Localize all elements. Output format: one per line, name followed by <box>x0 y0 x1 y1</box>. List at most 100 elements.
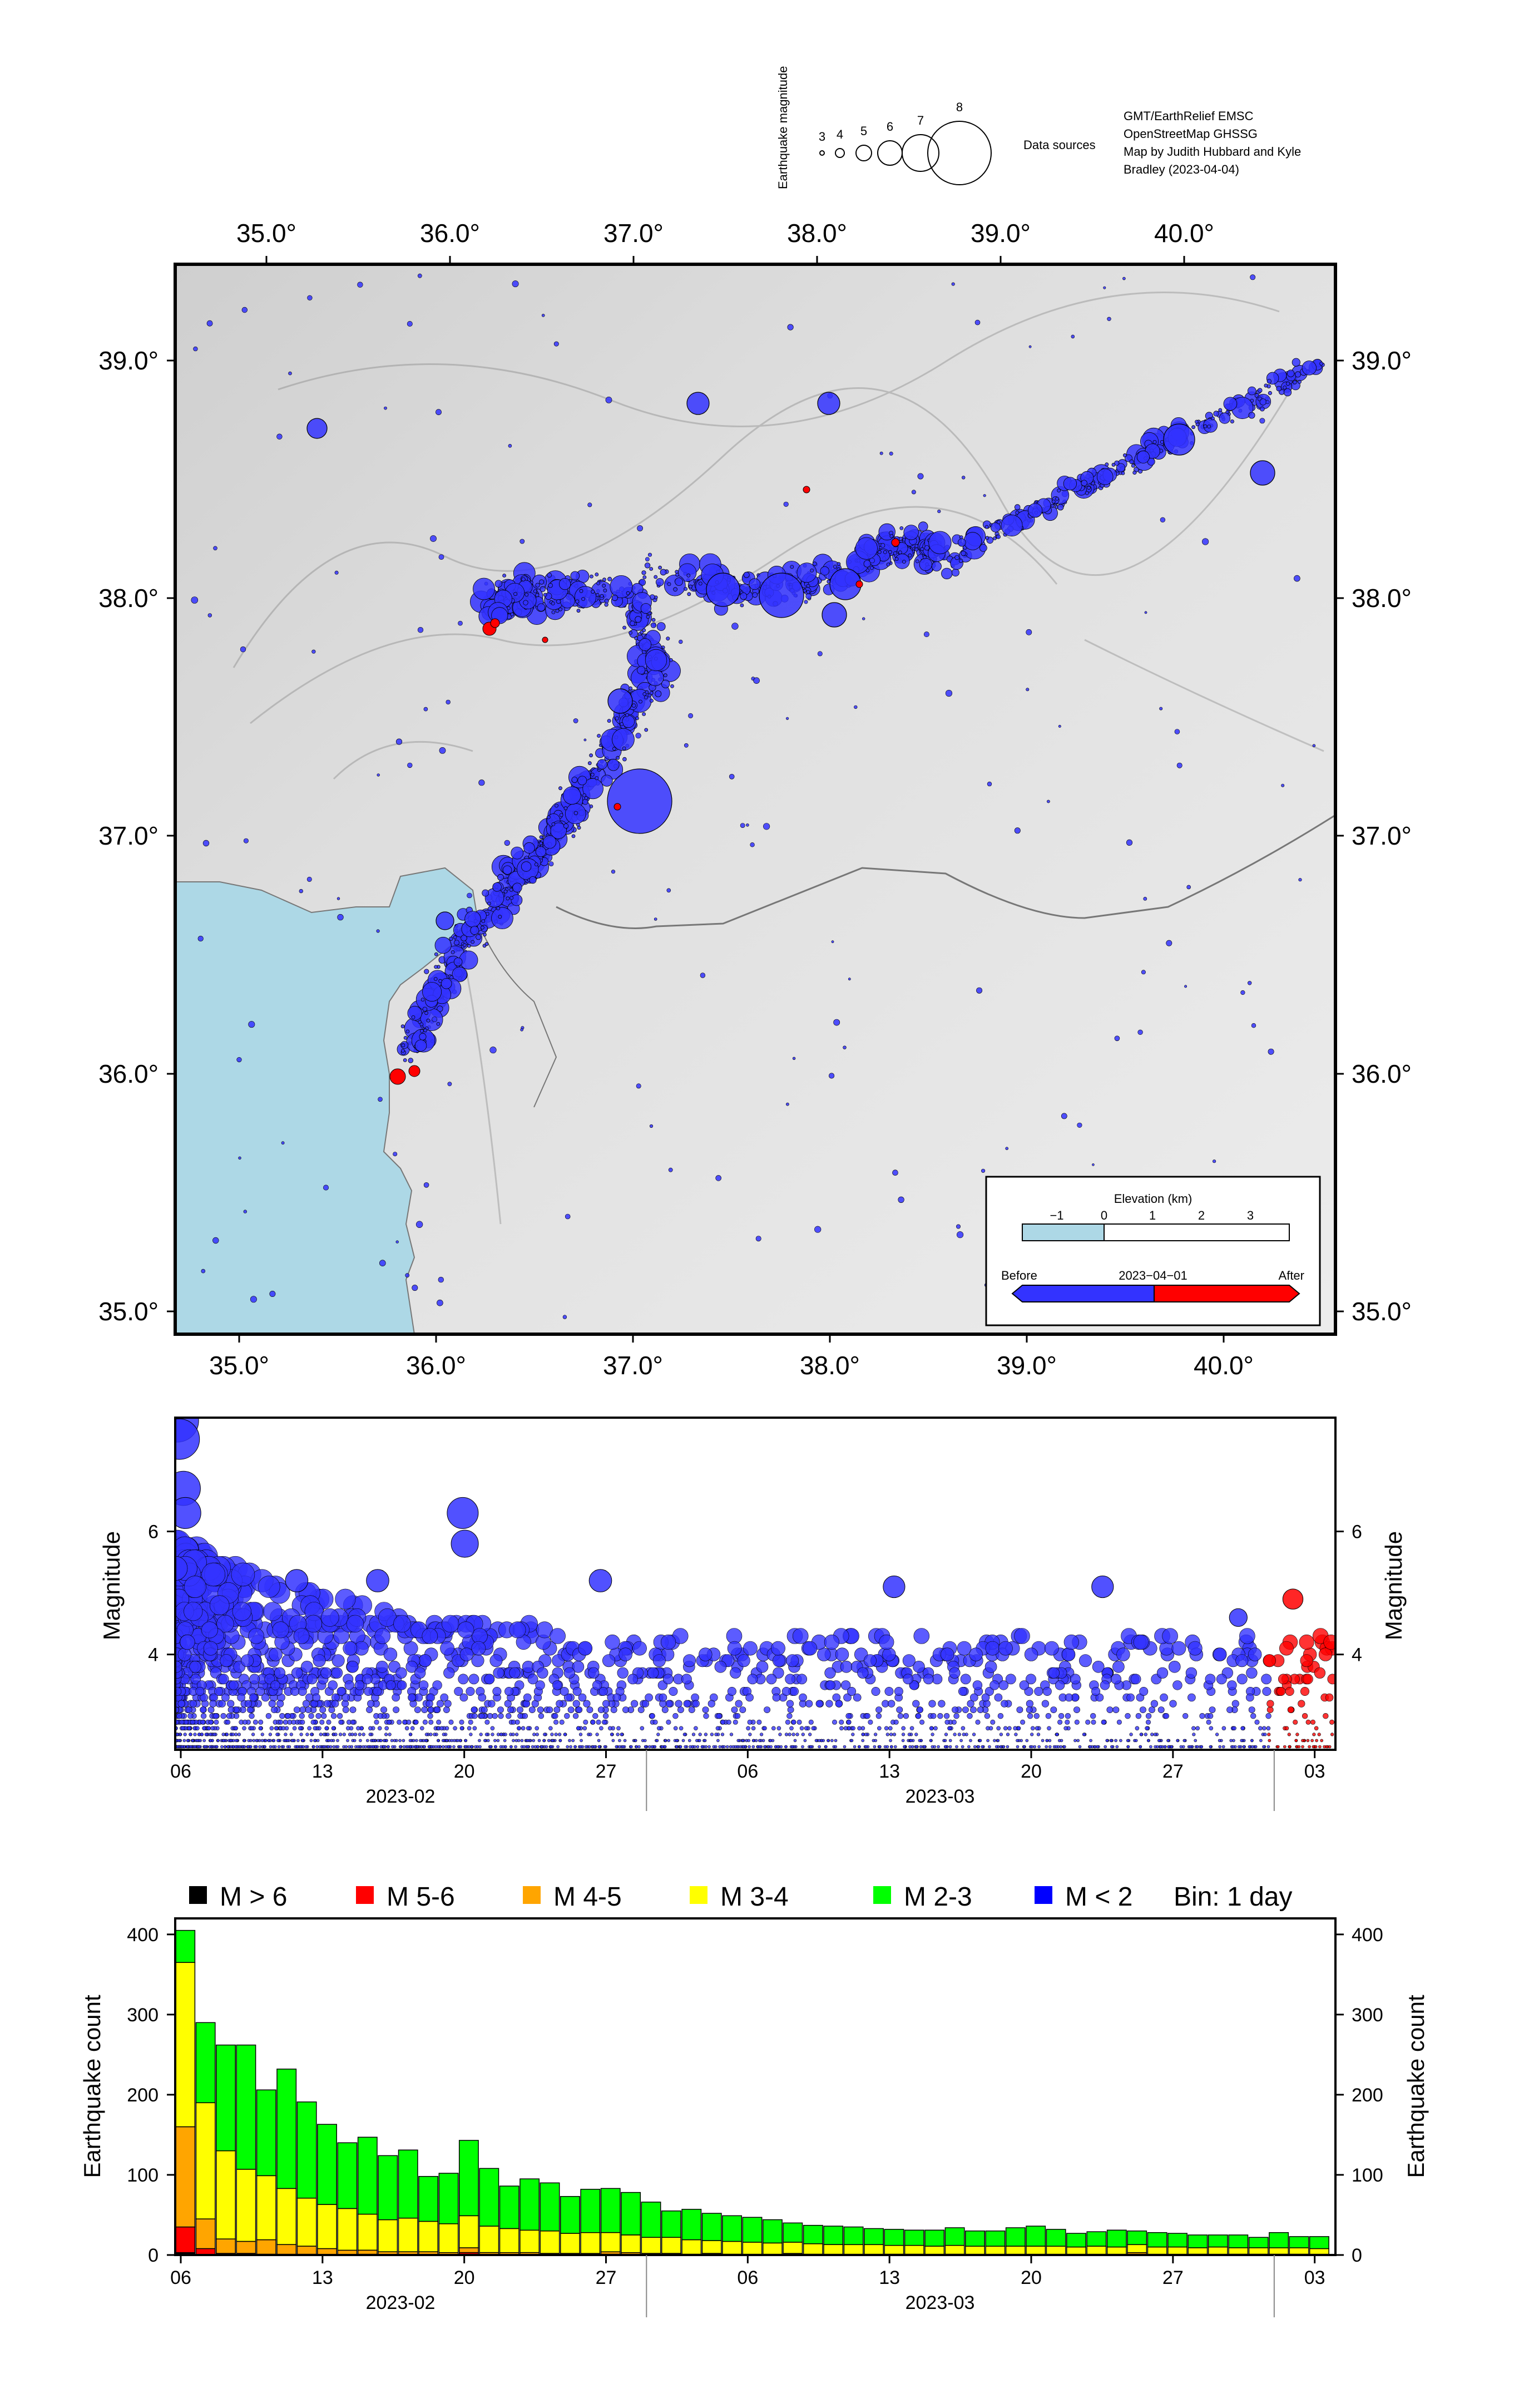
epicenter-dot <box>537 603 546 611</box>
histogram-bar-segment <box>661 2210 681 2238</box>
epicenter-dot <box>870 566 874 570</box>
epicenter-dot <box>740 823 745 828</box>
time-before-label: Before <box>1001 1269 1037 1282</box>
magnitude-dot <box>582 1726 587 1731</box>
epicenter-dot <box>503 889 508 894</box>
magnitude-dot <box>769 1745 773 1749</box>
magnitude-dot <box>208 1745 211 1749</box>
magnitude-dot <box>564 1713 570 1719</box>
magnitude-dot <box>300 1719 305 1725</box>
magnitude-dot <box>313 1654 326 1667</box>
map-right-lat-label: 37.0° <box>1352 821 1412 850</box>
epicenter-dot <box>563 806 568 811</box>
magnitude-dot <box>292 1726 297 1731</box>
epicenter-dot <box>376 929 380 933</box>
epicenter-dot <box>556 599 561 604</box>
magnitude-dot <box>258 1576 280 1598</box>
magnitude-dot <box>346 1739 349 1743</box>
magnitude-dot <box>301 1661 313 1673</box>
epicenter-dot <box>506 896 510 901</box>
histogram-xtick-label: 06 <box>170 2267 191 2288</box>
magnitude-dot <box>727 1641 742 1656</box>
magnitude-dot <box>305 1733 309 1736</box>
histogram-ytick-label-right: 200 <box>1352 2085 1383 2106</box>
magnitude-dot <box>627 1674 639 1685</box>
magnitude-dot <box>356 1745 360 1749</box>
histogram-bar-segment <box>540 2182 560 2232</box>
magnitude-dot <box>301 1745 305 1749</box>
magnitude-dot <box>888 1700 895 1708</box>
epicenter-dot <box>539 841 543 846</box>
epicenter-dot <box>945 689 953 697</box>
histogram-bar-segment <box>742 2242 763 2255</box>
magnitude-dot <box>1206 1719 1211 1725</box>
histogram-legend-label: M 2-3 <box>904 1882 972 1912</box>
magnitude-dot <box>748 1745 751 1749</box>
magnitude-dot <box>778 1733 782 1736</box>
magnitude-dot <box>748 1733 752 1736</box>
magnitude-dot <box>1111 1674 1122 1685</box>
epicenter-dot <box>752 592 758 598</box>
epicenter-dot <box>1103 286 1106 289</box>
magnitude-dot <box>1293 1719 1298 1725</box>
epicenter-dot <box>1014 827 1021 834</box>
epicenter-dot <box>281 1141 285 1145</box>
magnitude-legend-label: 5 <box>860 124 867 138</box>
magnitude-dot <box>681 1739 685 1743</box>
magnitude-dot <box>696 1745 700 1749</box>
magnitude-dot <box>523 1693 532 1702</box>
magnitude-dot <box>560 1687 569 1696</box>
magnitude-dot <box>703 1713 709 1719</box>
epicenter-dot <box>473 578 495 600</box>
magnitude-dot <box>209 1733 212 1736</box>
magnitude-dot <box>931 1733 934 1736</box>
epicenter-dot <box>893 551 897 555</box>
histogram-month-mar: 2023-03 <box>906 2292 975 2313</box>
epicenter-dot <box>931 561 942 571</box>
magnitude-dot <box>511 1733 515 1736</box>
magnitude-dot <box>571 1739 575 1743</box>
magnitude-dot <box>834 1745 837 1749</box>
magnitude-dot <box>882 1647 896 1661</box>
epicenter-dot <box>605 397 612 403</box>
magnitude-legend-circle <box>819 150 825 156</box>
histogram-ytick-label-left: 200 <box>127 2085 159 2106</box>
magnitude-dot <box>1133 1634 1149 1650</box>
magnitude-dot <box>552 1713 558 1719</box>
magnitude-dot <box>961 1745 964 1749</box>
epicenter-dot <box>924 545 930 551</box>
magnitude-dot <box>413 1719 419 1725</box>
magnitude-dot <box>1033 1745 1036 1749</box>
epicenter-dot <box>1191 425 1196 430</box>
magnitude-dot <box>470 1745 473 1749</box>
magnitude-dot <box>1169 1661 1181 1673</box>
magnitude-dot <box>948 1745 952 1749</box>
magnitude-dot <box>1299 1634 1314 1650</box>
magnitude-dot <box>281 1726 286 1731</box>
magnitude-dot <box>568 1739 571 1743</box>
epicenter-dot <box>763 823 770 830</box>
magnitude-dot <box>839 1719 844 1725</box>
magnitude-dot <box>803 1739 807 1743</box>
histogram-bar-segment <box>1208 2246 1228 2255</box>
epicenter-dot <box>451 950 455 954</box>
epicenter-dot <box>650 699 654 703</box>
magnitude-legend-circle <box>902 134 939 172</box>
magnitude-dot <box>766 1674 777 1685</box>
epicenter-dot <box>241 307 248 313</box>
epicenter-dot <box>755 1236 761 1242</box>
epicenter-dot <box>581 597 585 601</box>
magnitude-dot <box>814 1739 818 1743</box>
magnitude-dot <box>294 1706 300 1713</box>
histogram-bar-segment <box>884 2244 904 2255</box>
epicenter-dot <box>213 546 217 551</box>
epicenter-dot <box>917 473 924 480</box>
magnitude-dot <box>319 1733 323 1736</box>
magnitude-dot <box>1050 1706 1057 1713</box>
epicenter-dot <box>558 607 562 611</box>
magnitude-dot <box>464 1739 468 1743</box>
epicenter-dot <box>792 1057 796 1060</box>
notable-magnitude-dot <box>366 1569 389 1592</box>
magnitude-dot <box>655 1739 659 1743</box>
